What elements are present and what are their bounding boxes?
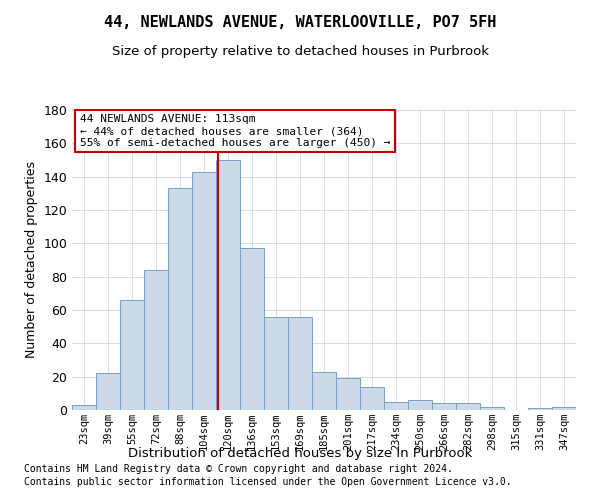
Bar (264, 316, 288, 410)
Bar (528, 408, 552, 410)
Bar (336, 378, 360, 410)
Bar (360, 386, 384, 410)
Bar (120, 300, 144, 410)
Bar (456, 404, 480, 410)
Bar (72, 405, 96, 410)
Bar (240, 248, 264, 410)
Bar (96, 374, 120, 410)
Bar (384, 402, 408, 410)
Bar (552, 406, 576, 410)
Text: 44 NEWLANDS AVENUE: 113sqm
← 44% of detached houses are smaller (364)
55% of sem: 44 NEWLANDS AVENUE: 113sqm ← 44% of deta… (80, 114, 390, 148)
Text: Size of property relative to detached houses in Purbrook: Size of property relative to detached ho… (112, 45, 488, 58)
Bar (288, 316, 312, 410)
Bar (144, 270, 168, 410)
Bar (192, 172, 216, 410)
Text: Contains HM Land Registry data © Crown copyright and database right 2024.: Contains HM Land Registry data © Crown c… (24, 464, 453, 474)
Bar (216, 160, 240, 410)
Bar (432, 404, 456, 410)
Bar (312, 372, 336, 410)
Text: 44, NEWLANDS AVENUE, WATERLOOVILLE, PO7 5FH: 44, NEWLANDS AVENUE, WATERLOOVILLE, PO7 … (104, 15, 496, 30)
Y-axis label: Number of detached properties: Number of detached properties (25, 162, 38, 358)
Bar (480, 406, 504, 410)
Text: Distribution of detached houses by size in Purbrook: Distribution of detached houses by size … (128, 448, 472, 460)
Bar (168, 188, 192, 410)
Bar (408, 400, 432, 410)
Text: Contains public sector information licensed under the Open Government Licence v3: Contains public sector information licen… (24, 477, 512, 487)
